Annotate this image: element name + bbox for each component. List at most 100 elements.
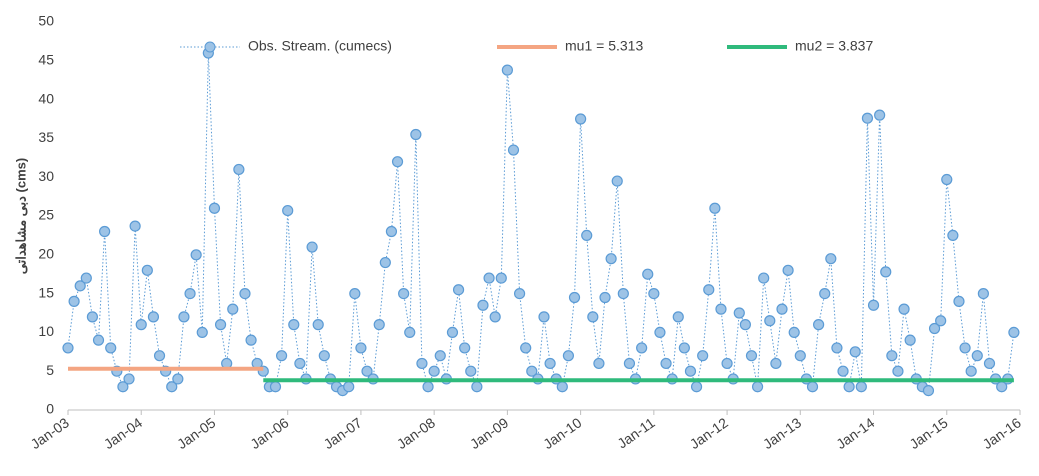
data-point bbox=[141, 264, 153, 276]
y-tick-label: 40 bbox=[38, 90, 54, 106]
data-point bbox=[526, 365, 538, 377]
data-point bbox=[813, 319, 825, 331]
data-point bbox=[318, 350, 330, 362]
data-point bbox=[294, 357, 306, 370]
data-point bbox=[599, 291, 611, 304]
data-point bbox=[739, 319, 751, 331]
data-point bbox=[428, 365, 440, 377]
data-point bbox=[886, 350, 898, 362]
data-point bbox=[434, 350, 446, 362]
data-point bbox=[880, 266, 892, 278]
data-point bbox=[410, 128, 422, 141]
data-point bbox=[672, 311, 684, 323]
x-tick-label: Jan-05 bbox=[174, 414, 218, 452]
data-point bbox=[404, 326, 416, 338]
x-tick-label: Jan-13 bbox=[760, 414, 804, 452]
y-tick-label: 25 bbox=[38, 207, 54, 223]
data-point bbox=[819, 288, 831, 300]
data-point bbox=[690, 381, 703, 393]
data-point bbox=[483, 272, 495, 284]
data-point bbox=[898, 303, 910, 315]
data-point bbox=[361, 365, 373, 377]
data-point bbox=[855, 381, 867, 393]
data-point bbox=[233, 163, 245, 176]
data-point bbox=[874, 109, 886, 121]
data-point bbox=[965, 365, 977, 377]
data-point bbox=[593, 357, 605, 370]
data-point bbox=[764, 315, 776, 327]
data-point bbox=[544, 357, 556, 370]
data-point bbox=[922, 385, 935, 397]
legend-label: mu1 = 5.313 bbox=[565, 38, 643, 54]
data-point bbox=[355, 342, 367, 354]
data-point bbox=[837, 365, 849, 377]
legend-label: Obs. Stream. (cumecs) bbox=[248, 38, 392, 54]
data-point bbox=[123, 373, 135, 385]
data-point bbox=[391, 156, 404, 168]
data-point bbox=[507, 144, 520, 156]
data-point bbox=[611, 175, 623, 187]
x-tick-label: Jan-03 bbox=[28, 414, 72, 452]
data-point bbox=[825, 253, 837, 265]
data-point bbox=[904, 334, 916, 346]
data-point bbox=[959, 342, 971, 354]
data-point bbox=[556, 381, 568, 393]
data-point bbox=[654, 326, 666, 338]
data-point bbox=[489, 311, 501, 323]
data-point bbox=[74, 280, 86, 292]
data-point bbox=[928, 322, 941, 335]
data-point bbox=[513, 288, 526, 300]
data-point bbox=[538, 311, 550, 323]
y-tick-label: 15 bbox=[38, 284, 54, 300]
data-point bbox=[288, 319, 300, 331]
data-point bbox=[343, 381, 355, 393]
data-point bbox=[575, 113, 587, 125]
data-point bbox=[733, 307, 745, 319]
data-point bbox=[275, 350, 288, 362]
data-point bbox=[422, 381, 434, 393]
data-point bbox=[105, 342, 117, 354]
data-point bbox=[745, 350, 758, 362]
data-point bbox=[605, 253, 617, 265]
y-axis-label: دبی مشاهداتی (cms) bbox=[13, 158, 28, 274]
x-tick-label: Jan-07 bbox=[321, 414, 365, 452]
data-point bbox=[751, 381, 764, 393]
data-point bbox=[190, 249, 202, 261]
y-tick-label: 20 bbox=[38, 246, 54, 262]
data-point bbox=[459, 342, 471, 354]
data-point bbox=[385, 225, 398, 238]
data-point bbox=[788, 326, 800, 338]
legend-marker bbox=[204, 41, 216, 53]
data-point bbox=[947, 229, 959, 241]
data-point bbox=[398, 288, 410, 300]
x-tick-label: Jan-10 bbox=[540, 414, 584, 452]
data-point bbox=[794, 350, 806, 362]
data-point bbox=[703, 284, 715, 296]
data-point bbox=[892, 365, 904, 377]
data-point bbox=[92, 334, 105, 346]
data-point bbox=[806, 381, 819, 393]
data-point bbox=[477, 299, 489, 311]
data-point bbox=[129, 220, 141, 232]
data-point bbox=[568, 291, 581, 304]
data-point bbox=[86, 311, 99, 323]
data-point bbox=[843, 381, 855, 393]
data-point bbox=[971, 350, 983, 362]
data-point bbox=[153, 350, 166, 362]
x-tick-label: Jan-12 bbox=[687, 414, 731, 452]
y-tick-label: 35 bbox=[38, 129, 54, 145]
data-point bbox=[172, 373, 184, 385]
data-point bbox=[80, 272, 92, 284]
series-line bbox=[67, 53, 1015, 392]
data-point bbox=[465, 365, 477, 377]
data-point bbox=[941, 173, 953, 186]
data-point bbox=[349, 288, 361, 300]
data-point bbox=[373, 319, 385, 331]
data-point bbox=[721, 357, 733, 370]
data-point bbox=[196, 326, 208, 338]
y-tick-label: 0 bbox=[46, 401, 54, 417]
data-point bbox=[709, 202, 721, 214]
x-tick-label: Jan-16 bbox=[980, 414, 1024, 452]
data-point bbox=[239, 288, 251, 300]
